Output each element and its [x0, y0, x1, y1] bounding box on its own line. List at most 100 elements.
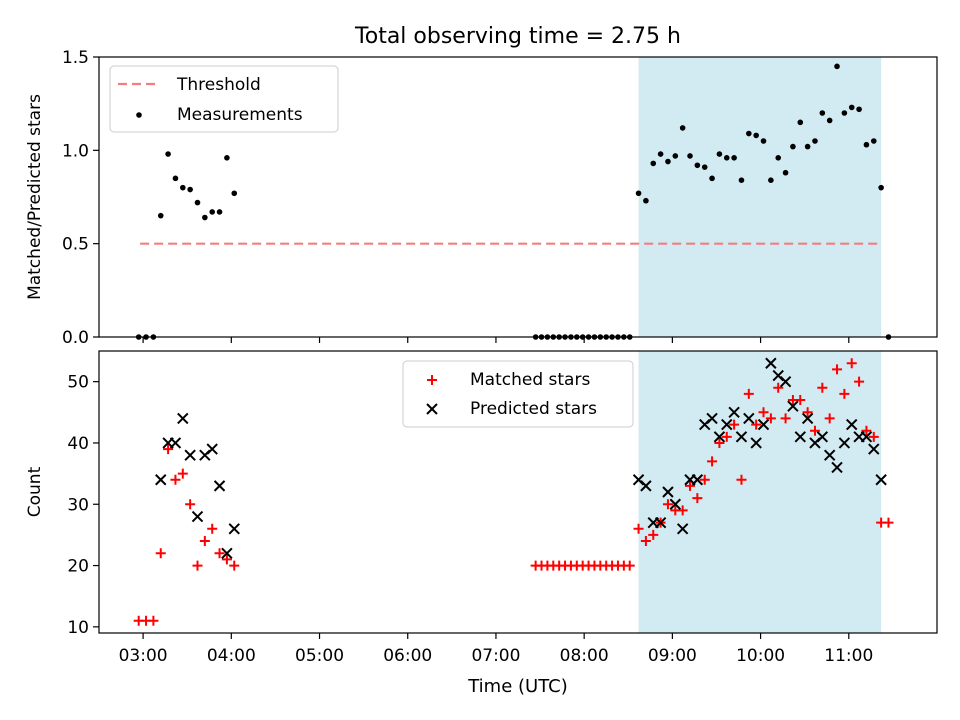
matched-star-point — [736, 474, 747, 485]
matched-star-point — [170, 474, 181, 485]
predicted-star-point — [721, 418, 733, 431]
y-tick-label: 50 — [67, 373, 89, 393]
measurement-point — [870, 138, 877, 144]
x-tick-label: 05:00 — [295, 646, 344, 666]
predicted-star-point — [823, 449, 836, 461]
measurement-point — [650, 160, 657, 167]
matched-star-point — [221, 554, 232, 565]
matched-star-point — [155, 548, 166, 559]
measurement-point — [643, 197, 649, 204]
measurement-point — [812, 138, 818, 144]
legend-box — [109, 65, 339, 133]
predicted-star-point — [228, 523, 240, 535]
predicted-star-point — [155, 474, 167, 486]
predicted-star-point — [713, 431, 726, 443]
matched-star-point — [699, 474, 710, 485]
measurement-point — [231, 190, 238, 197]
matched-star-point — [751, 419, 762, 430]
y-tick-label: 30 — [67, 495, 89, 515]
measurement-point — [797, 119, 804, 126]
measurement-point — [194, 199, 201, 206]
matched-star-point — [809, 425, 820, 436]
measurement-point — [709, 175, 715, 182]
predicted-star-point — [765, 357, 777, 369]
measurement-point — [746, 130, 752, 137]
measurement-point — [826, 117, 833, 124]
y-axis-label: Count — [25, 466, 45, 517]
measurement-point — [209, 209, 216, 215]
measurement-point — [187, 186, 193, 193]
measurement-point — [635, 190, 642, 197]
matched-star-point — [207, 523, 218, 534]
matched-star-point — [229, 560, 240, 571]
predicted-star-point — [221, 547, 233, 560]
predicted-star-point — [676, 523, 689, 535]
predicted-star-point — [794, 431, 806, 443]
matched-star-point — [185, 499, 196, 510]
matched-star-point — [802, 407, 813, 418]
matched-star-point — [640, 536, 651, 547]
matched-star-point — [758, 407, 769, 418]
predicted-star-point — [868, 443, 880, 455]
matched-star-point — [192, 560, 203, 571]
matched-star-point — [765, 413, 776, 424]
measurement-point — [687, 153, 693, 159]
predicted-star-point — [831, 461, 843, 474]
legend: Threshold Measurements — [109, 65, 339, 133]
matched-star-point — [163, 444, 174, 455]
predicted-star-point — [191, 510, 204, 523]
matched-star-point — [214, 548, 225, 559]
predicted-star-point — [838, 437, 851, 449]
legend: Matched stars Predicted stars — [402, 360, 634, 428]
predicted-star-point — [184, 449, 196, 461]
x-tick-label: 07:00 — [471, 646, 520, 666]
measurement-point — [665, 158, 671, 165]
matched-star-point — [707, 456, 718, 467]
predicted-star-point — [654, 516, 667, 529]
x-axis-label: Time (UTC) — [467, 676, 568, 697]
predicted-star-point — [206, 443, 218, 455]
measurement-point — [216, 209, 223, 215]
matched-star-point — [861, 425, 872, 436]
measurement-point — [775, 155, 782, 161]
observing-window-highlight — [638, 57, 882, 337]
matched-star-point — [685, 480, 696, 491]
measurement-point — [819, 110, 826, 116]
y-axis-label: Matched/Predicted stars — [25, 94, 45, 300]
measurement-point — [782, 169, 789, 176]
matched-star-point — [662, 499, 673, 510]
y-tick-label: 1.0 — [62, 141, 89, 161]
matched-star-point — [817, 382, 828, 393]
count-panel: 10 20 30 40 50 03:00 04:00 05:00 06:00 07:00 08:00… — [25, 350, 938, 666]
predicted-star-point — [169, 437, 182, 449]
figure-title: Total observing time = 2.75 h — [354, 24, 681, 49]
predicted-star-point — [735, 431, 748, 443]
measurement-point — [738, 177, 745, 183]
axes-frame — [98, 56, 938, 338]
measurement-point — [716, 151, 723, 157]
predicted-star-point — [757, 418, 770, 431]
matched-star-point — [633, 523, 644, 534]
x-tick-label: 08:00 — [560, 646, 609, 666]
x-tick-label: 11:00 — [824, 646, 873, 666]
predicted-star-point — [743, 412, 755, 425]
predicted-star-point — [706, 412, 718, 425]
measurement-point — [180, 184, 186, 191]
axes-frame — [98, 350, 938, 634]
measurement-point — [723, 155, 730, 161]
legend-matched-swatch — [427, 375, 437, 385]
y-tick-label: 1.5 — [62, 48, 89, 68]
measurement-point — [672, 153, 679, 159]
matched-star-point — [677, 505, 688, 516]
matched-star-point — [624, 560, 635, 571]
predicted-star-point — [728, 406, 740, 419]
predicted-star-point — [662, 486, 674, 498]
matched-star-point — [795, 395, 806, 406]
measurement-point — [863, 141, 870, 148]
matched-star-point — [692, 493, 703, 504]
observing-window-highlight — [638, 351, 882, 633]
measurement-point — [202, 214, 208, 221]
predicted-star-point — [787, 400, 799, 412]
measurement-point — [157, 212, 164, 219]
predicted-star-point — [801, 412, 814, 425]
